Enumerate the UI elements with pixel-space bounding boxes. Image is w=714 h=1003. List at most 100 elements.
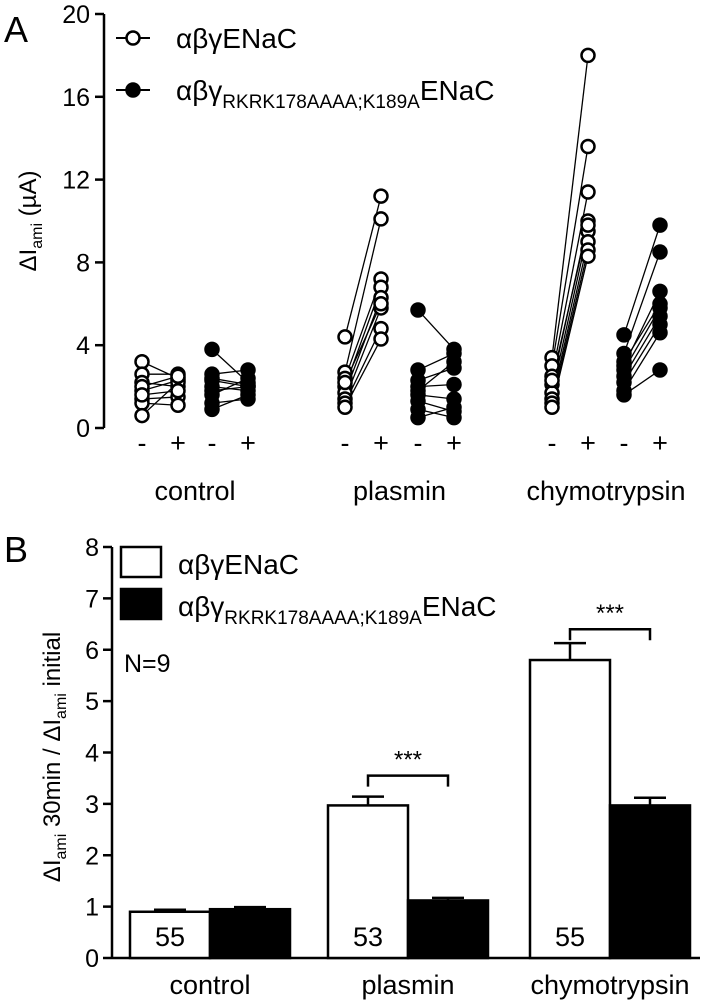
y-tick-label: 8 [76, 249, 90, 277]
data-point-before [134, 354, 150, 370]
bar-n-label: 55 [155, 922, 185, 952]
legend-label-main: αβγ [176, 75, 222, 106]
data-point-after [373, 188, 389, 204]
bar-n-label: 55 [555, 922, 585, 952]
bar-n-label: 71 [235, 922, 265, 952]
data-point-before [337, 374, 353, 391]
condition-label: + [652, 428, 668, 458]
sample-size-note: N=9 [124, 650, 171, 678]
legend-label-main: αβγENaC [176, 23, 297, 54]
data-point-after [652, 244, 668, 260]
group-label: control [154, 476, 235, 506]
panel-letter: B [4, 529, 28, 570]
bar [528, 658, 612, 960]
data-point-before [204, 370, 220, 387]
significance-label: *** [394, 747, 422, 774]
legend-label-tail: ENaC [422, 591, 497, 622]
significance-bracket [568, 627, 652, 641]
data-point-after [373, 296, 389, 312]
x-category-label: plasmin [361, 970, 454, 1000]
data-point-after [652, 325, 668, 341]
y-axis-label-main: ΔI [15, 249, 42, 272]
y-axis-label-unit: (µA) [15, 171, 42, 224]
bar [406, 899, 490, 960]
legend-swatch [119, 545, 163, 579]
legend-label-sub: RKRK178AAAA;K189A [224, 608, 422, 629]
y-axis-label-main: initial [39, 632, 66, 693]
data-point-after [580, 217, 596, 233]
data-point-after [170, 382, 186, 399]
data-point-before [204, 401, 220, 418]
y-tick-label: 1 [85, 894, 99, 922]
data-point-after [580, 248, 596, 264]
x-category-label: chymotrypsin [530, 970, 689, 1000]
bar [326, 804, 410, 960]
y-axis-label: ΔIami (µA) [15, 171, 46, 272]
data-point-after [170, 397, 186, 413]
condition-label: - [414, 428, 423, 458]
bar [208, 907, 292, 960]
data-point-after [652, 217, 668, 233]
bar [128, 910, 212, 960]
data-point-after [580, 47, 596, 64]
data-point-before [616, 327, 632, 343]
y-tick-label: 0 [85, 945, 99, 973]
data-point-before [544, 399, 560, 416]
paired-line [344, 218, 382, 373]
legend-swatch [119, 587, 163, 621]
data-point-after [446, 376, 462, 393]
group-label: chymotrypsin [526, 476, 685, 506]
y-tick-label: 8 [85, 534, 99, 562]
paired-line [417, 309, 455, 350]
y-tick-label: 20 [62, 1, 90, 29]
legend-label-tail: ENaC [420, 75, 495, 106]
significance-label: *** [596, 600, 624, 627]
data-point-after [652, 362, 668, 378]
y-axis-label-sub: ami [53, 834, 70, 860]
y-axis-label: ΔIami 30min / ΔIami initial [39, 632, 70, 882]
data-point-before [544, 372, 560, 389]
legend-label-main: αβγ [178, 591, 224, 622]
significance-bracket [366, 774, 450, 787]
data-point-before [410, 409, 426, 426]
data-point-before [204, 341, 220, 358]
bar-n-label: 73 [635, 922, 665, 952]
condition-label: + [373, 428, 389, 458]
data-point-before [134, 407, 150, 424]
y-axis-label-sub: ami [53, 693, 70, 719]
data-point-before [616, 354, 632, 370]
data-point-after [652, 296, 668, 312]
x-category-label: control [169, 970, 250, 1000]
legend-label: αβγRKRK178AAAA;K189AENaC [178, 591, 497, 629]
y-axis-label-main: 30min / ΔI [39, 719, 66, 834]
panel-letter: A [4, 9, 28, 50]
data-point-before [616, 387, 632, 403]
data-point-after [170, 368, 186, 384]
y-tick-label: 4 [76, 332, 90, 360]
data-point-before [134, 387, 150, 403]
y-tick-label: 5 [85, 688, 99, 716]
data-point-before [337, 329, 353, 345]
y-tick-label: 3 [85, 791, 99, 819]
paired-line [623, 224, 661, 336]
data-point-after [373, 331, 389, 347]
condition-label: - [208, 428, 217, 458]
data-point-before [337, 399, 353, 416]
y-tick-label: 7 [85, 585, 99, 613]
condition-label: - [341, 428, 350, 458]
condition-label: + [446, 428, 462, 458]
paired-line [551, 146, 589, 367]
condition-label: + [240, 428, 256, 458]
data-point-after [373, 211, 389, 227]
y-tick-label: 12 [62, 167, 90, 195]
condition-label: - [138, 428, 147, 458]
legend-label-sub: RKRK178AAAA;K189A [222, 92, 420, 113]
legend-label: αβγRKRK178AAAA;K189AENaC [176, 75, 495, 113]
legend-marker [125, 30, 141, 46]
y-tick-label: 0 [76, 415, 90, 443]
legend-label-main: αβγENaC [178, 549, 299, 580]
bar-n-label: 64 [433, 922, 463, 952]
bar-n-label: 53 [353, 922, 383, 952]
